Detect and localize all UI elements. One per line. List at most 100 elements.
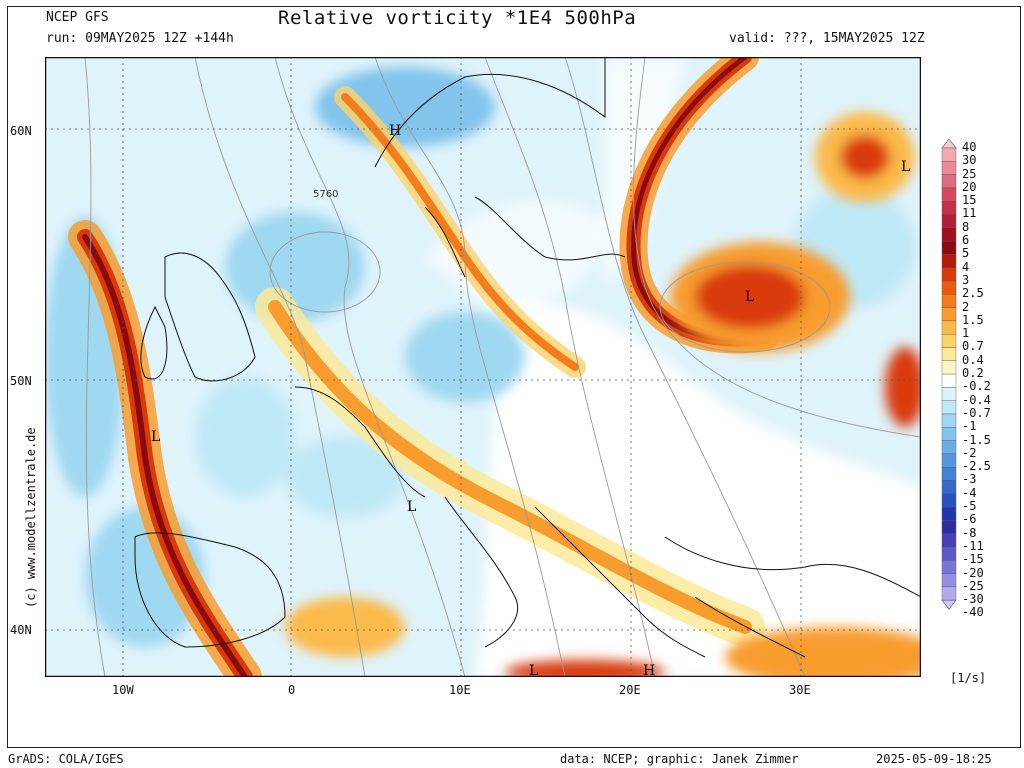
colorbar-cell [941,413,957,428]
lon-label-0: 0 [288,683,296,697]
lat-label-40n: 40N [10,623,32,637]
diagonal-band [255,287,765,647]
colorbar-label: -15 [962,552,984,567]
colorbar-label: -6 [962,512,977,527]
lon-label-10w: 10W [112,683,134,697]
colorbar-top-arrow [941,138,957,149]
run-info: run: 09MAY2025 12Z +144h [46,31,234,46]
height-contours [84,57,921,677]
colorbar-labels: 40 30 25 20 15 11 8 6 5 4 3 2.5 2 1.5 1 0.7 0.4 0.2 -0.2 -0… [962,140,991,620]
colorbar-label: 8 [962,219,970,234]
colorbar-cell [941,427,957,441]
colorbar-cell [941,201,957,215]
colorbar-unit: [1/s] [950,671,987,685]
colorbar-label: 2 [962,299,970,314]
colorbar-label: -2.5 [962,459,991,474]
high-marker: H [389,123,401,139]
colorbar-cell [941,480,957,495]
colorbar-label: 20 [962,179,977,194]
colorbar-cell [941,453,957,468]
colorbar-cell [941,467,957,481]
colorbar [941,138,957,610]
colorbar-cell [941,360,957,375]
colorbar-cell [941,546,957,561]
footer-timestamp: 2025-05-09-18:25 [876,752,992,766]
colorbar-label: 0.4 [962,352,984,367]
colorbar-label: -20 [962,565,984,580]
low-marker: L [529,663,538,677]
colorbar-label: -1 [962,419,977,434]
low-marker: L [745,289,754,305]
colorbar-cell [941,333,957,348]
colorbar-label: 5 [962,246,970,261]
colorbar-cell [941,320,957,335]
colorbar-cell [941,347,957,362]
colorbar-label: -0.2 [962,379,991,394]
colorbar-label: -5 [962,499,977,514]
colorbar-cell [941,187,957,202]
colorbar-cell [941,533,957,548]
colorbar-label: -0.7 [962,405,991,420]
colorbar-label: 6 [962,233,970,248]
colorbar-cell [941,573,957,588]
lat-label-50n: 50N [10,374,32,388]
valid-info: valid: ???, 15MAY2025 12Z [729,31,925,46]
colorbar-label: -1.5 [962,432,991,447]
coastlines [134,57,921,658]
colorbar-cell [941,267,957,282]
side-credit: (c) www.modellzentrale.de [24,427,38,608]
colorbar-label: -11 [962,538,984,553]
colorbar-label: -4 [962,485,977,500]
colorbar-label: 0.2 [962,366,984,381]
high-marker: H [643,663,655,677]
colorbar-label: 25 [962,166,977,181]
colorbar-label: 4 [962,259,970,274]
model-name: NCEP GFS [46,10,109,25]
colorbar-label: 30 [962,153,977,168]
colorbar-label: 1.5 [962,312,984,327]
colorbar-label: -25 [962,578,984,593]
colorbar-label: 15 [962,193,977,208]
colorbar-cell [941,214,957,229]
footer-grads: GrADS: COLA/IGES [8,752,124,766]
colorbar-cell [941,373,957,388]
western-trough-band [68,220,262,677]
map-border [45,57,921,677]
colorbar-cell [941,280,957,295]
footer-credits: data: NCEP; graphic: Janek Zimmer [560,752,799,766]
lon-label-10e: 10E [449,683,471,697]
lon-label-20e: 20E [619,683,641,697]
contour-label: 5760 [313,189,338,200]
colorbar-label: 11 [962,206,977,221]
colorbar-label: 3 [962,272,970,287]
colorbar-cell [941,294,957,308]
lat-label-60n: 60N [10,124,32,138]
colorbar-cell [941,161,957,175]
outer-frame [7,6,1021,748]
colorbar-label: 2.5 [962,286,984,301]
colorbar-cell [941,400,957,415]
chart-title: Relative vorticity *1E4 500hPa [278,7,637,29]
low-marker: L [151,429,160,445]
eastern-cyclone [285,112,921,677]
colorbar-cell [941,254,957,268]
low-marker: L [407,499,416,515]
vorticity-map: H L L L L L H 5760 [45,57,921,677]
colorbar-cell [941,174,957,189]
colorbar-cell [941,227,957,242]
low-marker: L [901,159,910,175]
colorbar-cell [941,240,957,255]
colorbar-cell [941,520,957,534]
colorbar-bottom-arrow [941,599,957,610]
colorbar-cell [941,147,957,162]
pressure-markers: H L L L L L H [151,123,910,677]
colorbar-cell [941,440,957,455]
colorbar-label: -0.4 [962,392,991,407]
colorbar-label: -30 [962,592,984,607]
colorbar-cell [941,586,957,601]
colorbar-cell [941,493,957,508]
colorbar-label: -40 [962,605,984,620]
colorbar-label: 1 [962,326,970,341]
field-negative-areas [45,67,915,647]
colorbar-cell [941,560,957,574]
